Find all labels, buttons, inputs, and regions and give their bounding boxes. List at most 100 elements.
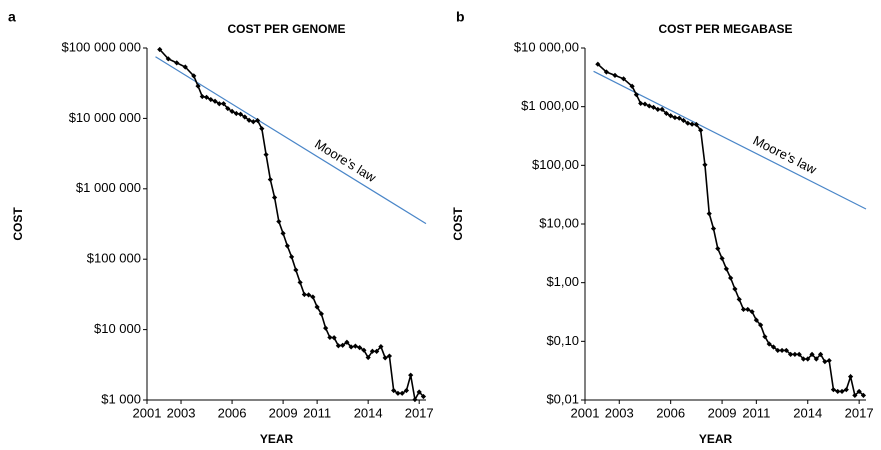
data-point xyxy=(297,279,303,286)
panel-letter: a xyxy=(8,9,16,25)
data-point xyxy=(809,351,815,357)
data-point xyxy=(702,162,708,168)
data-point xyxy=(271,194,278,201)
trend-line xyxy=(155,56,427,225)
data-point xyxy=(856,388,862,395)
data-point xyxy=(685,120,691,126)
data-point xyxy=(788,351,794,357)
trend-label: Moore's law xyxy=(751,133,820,178)
data-point xyxy=(668,113,674,119)
data-point xyxy=(805,356,811,362)
data-point xyxy=(254,117,261,124)
data-point xyxy=(710,225,717,232)
data-point xyxy=(822,359,828,365)
data-point xyxy=(289,254,295,260)
data-point xyxy=(369,348,376,354)
data-point xyxy=(318,311,324,317)
data-point xyxy=(638,100,644,107)
data-point xyxy=(378,344,384,350)
x-tick-label: 2017 xyxy=(845,405,874,420)
data-point xyxy=(293,267,299,273)
y-tick-label: $10 000,00 xyxy=(514,39,579,54)
data-point xyxy=(728,275,734,281)
y-tick-label: $0,01 xyxy=(546,391,579,406)
data-point xyxy=(203,94,210,100)
chart-title: COST PER MEGABASE xyxy=(658,22,792,36)
data-point xyxy=(646,103,652,109)
data-point xyxy=(374,348,380,354)
data-point xyxy=(860,392,867,398)
x-tick-label: 2003 xyxy=(167,405,196,420)
data-point xyxy=(242,114,248,120)
data-point xyxy=(659,106,665,112)
data-point xyxy=(796,351,802,357)
data-point xyxy=(843,387,849,393)
data-point xyxy=(225,105,231,112)
trend-label: Moore's law xyxy=(312,136,379,185)
data-point xyxy=(157,46,163,53)
data-point xyxy=(745,306,751,313)
data-point xyxy=(650,104,657,110)
data-point xyxy=(191,73,197,79)
data-point xyxy=(352,343,358,349)
data-point xyxy=(813,356,819,362)
data-point xyxy=(723,266,729,272)
x-tick-label: 2011 xyxy=(742,405,770,420)
data-point xyxy=(753,317,759,323)
data-point xyxy=(408,372,414,378)
x-axis-label: YEAR xyxy=(699,432,733,446)
y-tick-label: $10 000 000 xyxy=(69,110,141,125)
data-point xyxy=(852,392,858,398)
data-point xyxy=(365,354,371,361)
data-point xyxy=(766,341,772,347)
y-tick-label: $100,00 xyxy=(532,157,579,172)
data-point xyxy=(792,351,798,357)
data-point xyxy=(399,390,405,396)
data-point xyxy=(680,117,687,124)
data-point xyxy=(758,322,764,328)
y-tick-label: $100 000 000 xyxy=(61,39,141,54)
data-point xyxy=(182,64,188,70)
data-point xyxy=(740,306,747,313)
x-tick-label: 2011 xyxy=(303,405,331,420)
data-point xyxy=(340,342,346,348)
data-point xyxy=(165,56,171,62)
data-point xyxy=(229,108,235,114)
data-point xyxy=(280,230,286,236)
data-point xyxy=(412,396,418,403)
data-point xyxy=(174,60,180,66)
data-point xyxy=(693,121,699,128)
data-point xyxy=(826,357,832,364)
data-point xyxy=(779,347,785,354)
x-tick-label: 2006 xyxy=(656,405,685,420)
data-point xyxy=(331,335,337,341)
data-point xyxy=(595,61,601,67)
data-point xyxy=(420,393,427,400)
y-tick-label: $0,10 xyxy=(546,333,579,348)
data-point xyxy=(335,343,341,349)
x-tick-label: 2009 xyxy=(708,405,737,420)
data-point xyxy=(195,83,201,89)
data-point xyxy=(220,101,227,107)
data-point xyxy=(830,387,837,393)
data-point xyxy=(770,344,777,350)
data-point xyxy=(672,114,678,121)
data-point xyxy=(719,255,725,262)
trend-line xyxy=(593,70,867,210)
data-point xyxy=(323,325,329,331)
data-point xyxy=(642,101,648,107)
data-point xyxy=(263,151,269,158)
x-tick-label: 2014 xyxy=(793,405,822,420)
data-point xyxy=(212,98,218,104)
data-point xyxy=(612,72,618,78)
data-point xyxy=(676,115,682,121)
data-point xyxy=(749,309,755,315)
data-point xyxy=(689,121,695,127)
data-point xyxy=(348,344,354,350)
x-axis-label: YEAR xyxy=(260,432,294,446)
data-point xyxy=(395,390,401,396)
data-point xyxy=(775,347,781,354)
data-point xyxy=(655,106,661,113)
